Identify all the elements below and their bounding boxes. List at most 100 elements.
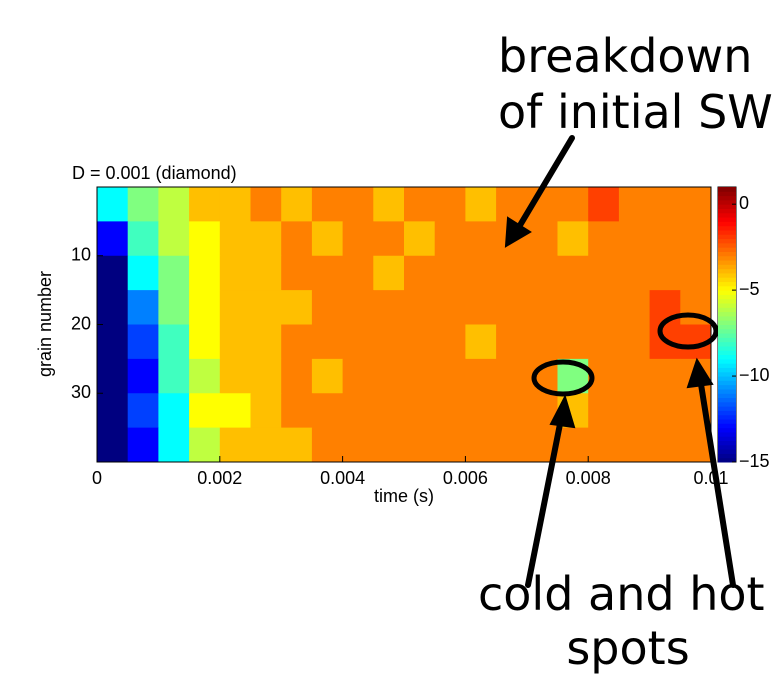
colorbar-swatch [718,260,736,265]
heatmap-cell [250,187,282,222]
heatmap-cell [189,427,221,463]
heatmap-cell [649,255,681,291]
heatmap-cell [311,290,344,325]
colorbar-swatch [718,354,736,360]
heatmap-cell [219,290,251,325]
colorbar-swatch [718,212,736,218]
colorbar-swatch [718,431,736,437]
y-tick-label: 10 [71,245,91,265]
heatmap-cell [465,255,497,291]
colorbar-swatch [718,285,736,291]
colorbar-swatch [718,315,736,321]
heatmap-cell [588,255,620,291]
heatmap-cell [465,358,497,394]
heatmap-cell [680,255,712,291]
heatmap-cell [588,290,620,325]
heatmap-cell [465,324,497,360]
arrowhead [504,216,532,248]
colorbar-swatch [718,384,736,390]
heatmap-cell [281,221,313,257]
heatmap-cell [680,221,712,257]
colorbar-swatch [718,440,736,446]
heatmap-cell [189,290,221,325]
annotation: spots [566,621,689,675]
heatmap-cell [557,324,589,360]
heatmap-cell [127,324,159,360]
heatmap-cell [250,358,282,394]
heatmap-cell [189,187,221,222]
heatmap-cell [281,255,313,291]
heatmap-cell [618,290,651,325]
x-tick-label: 0.006 [443,468,488,488]
annotation: breakdown [498,29,752,83]
colorbar-swatch [718,272,736,278]
heatmap-cell [97,393,129,429]
y-axis-label: grain number [35,271,55,377]
heatmap-cell [311,358,344,394]
heatmap-cell [373,255,405,291]
colorbar-tick-label: −15 [739,451,770,471]
heatmap-cell [250,290,282,325]
colorbar-swatch [718,371,736,377]
heatmap-cell [219,427,251,463]
colorbar-swatch [718,410,736,416]
colorbar-tick-label: −10 [739,365,770,385]
colorbar-swatch [718,303,736,308]
arrowhead [686,357,714,389]
colorbar-swatch [718,281,736,287]
x-tick-label: 0.002 [197,468,242,488]
heatmap-cell [250,221,282,257]
colorbar-swatch [718,388,736,394]
colorbar-swatch [718,294,736,300]
heatmap-cell [219,187,251,222]
heatmap-cell [158,187,190,222]
heatmap-cell [465,187,497,222]
heatmap-cell [311,221,344,257]
heatmap-cell [618,324,651,360]
heatmap-cell [465,290,497,325]
heatmap-cell [250,427,282,463]
colorbar-swatch [718,419,736,424]
heatmap-cell [189,324,221,360]
heatmap-cell [649,427,681,463]
heatmap-cell [342,221,374,257]
colorbar-tick-label: 0 [739,193,749,213]
heatmap-cell [97,324,129,360]
heatmap-cell [158,358,190,394]
heatmap-cell [127,255,159,291]
x-tick-label: 0.01 [693,468,728,488]
heatmap-cell [127,358,159,394]
colorbar-tick-label: −5 [739,279,760,299]
heatmap-cell [250,255,282,291]
heatmap-cell [97,255,129,291]
heatmap-cell [281,187,313,222]
heatmap-cell [342,324,374,360]
colorbar-swatch [718,436,736,442]
colorbar-swatch [718,208,736,214]
colorbar-swatch [718,367,736,373]
x-tick-label: 0 [92,468,102,488]
colorbar-swatch [718,397,736,403]
heatmap-cell [618,393,651,429]
heatmap-cell [97,427,129,463]
heatmap-cell [465,427,497,463]
heatmap-cell [189,393,221,429]
heatmap-cell [158,221,190,257]
heatmap-cell [496,393,528,429]
heatmap-cell [127,393,159,429]
heatmap-cell [373,427,405,463]
heatmap-cell [281,324,313,360]
arrowhead [549,394,576,429]
heatmap-cell [342,358,374,394]
heatmap-cell [434,187,466,222]
heatmap-cell [649,221,681,257]
heatmap-cell [618,255,651,291]
annotation: of initial SW [498,85,773,139]
heatmap-cell [434,290,466,325]
heatmap-cell [97,358,129,394]
x-tick-label: 0.008 [566,468,611,488]
y-tick-label: 20 [71,313,91,333]
colorbar-swatch [718,350,736,356]
heatmap-cell [404,427,436,463]
heatmap-cell [373,393,405,429]
